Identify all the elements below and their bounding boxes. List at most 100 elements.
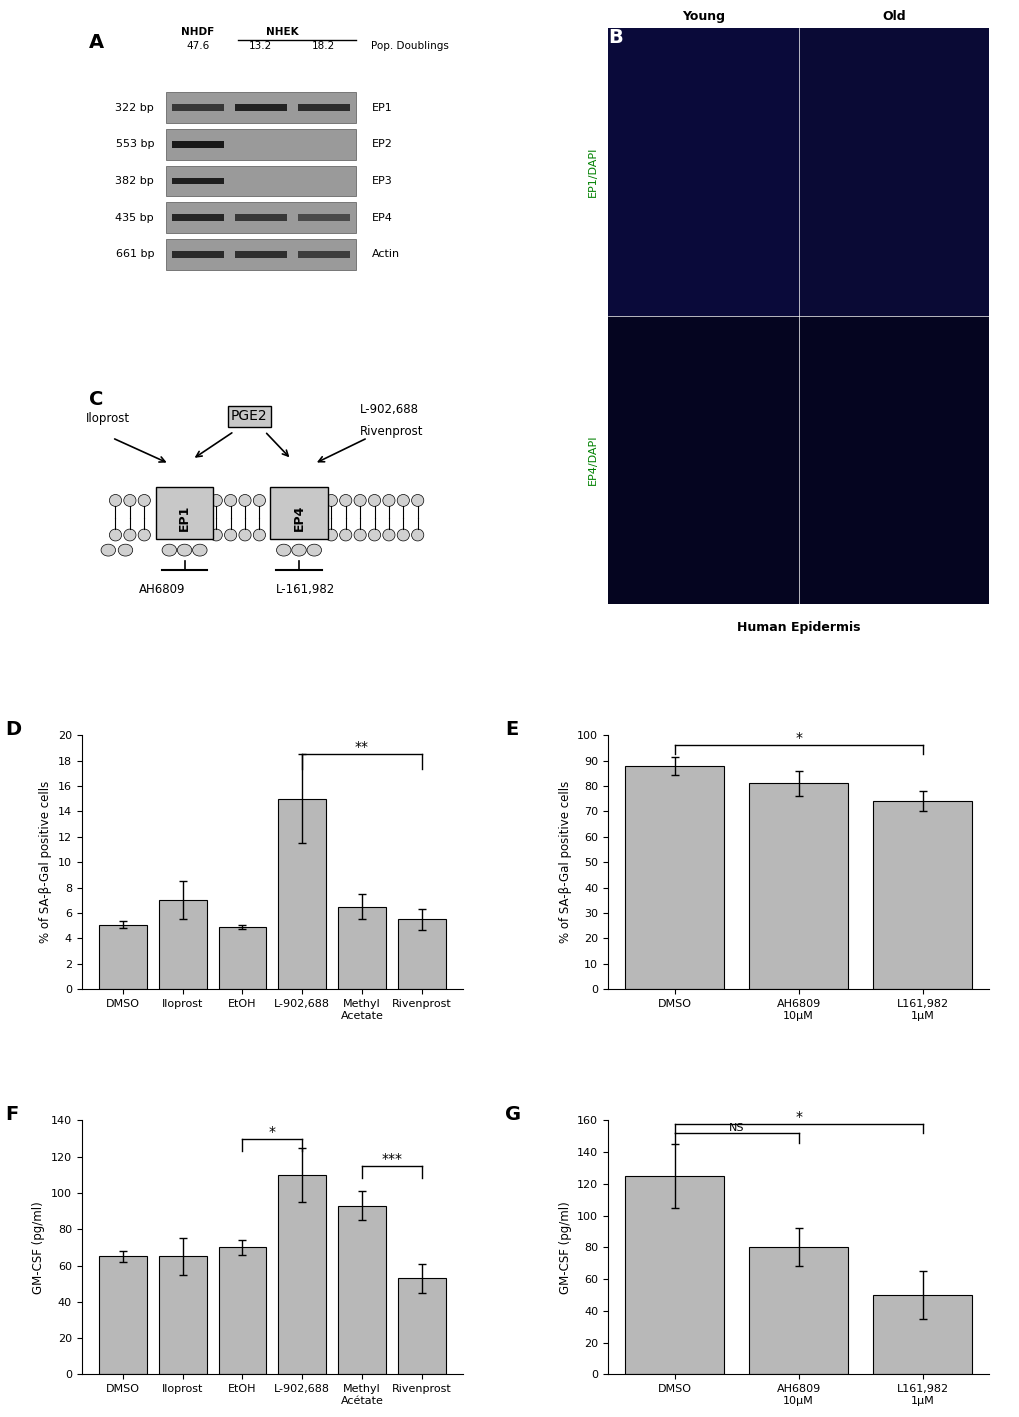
Bar	[165, 203, 356, 232]
Text: Rivenprost: Rivenprost	[360, 425, 423, 438]
Text: 322 bp: 322 bp	[115, 103, 154, 113]
Bar	[172, 214, 223, 221]
Ellipse shape	[325, 529, 337, 541]
Text: EP1: EP1	[371, 103, 392, 113]
Bar	[798, 28, 988, 316]
Text: NHDF: NHDF	[181, 27, 214, 37]
Bar	[172, 105, 223, 111]
Ellipse shape	[123, 529, 136, 541]
Bar	[235, 105, 286, 111]
Ellipse shape	[307, 544, 321, 555]
Ellipse shape	[253, 495, 265, 506]
Text: 661 bp: 661 bp	[115, 249, 154, 259]
Text: *: *	[269, 1125, 275, 1138]
Text: 382 bp: 382 bp	[115, 176, 154, 186]
Bar	[165, 129, 356, 160]
Text: Young: Young	[681, 10, 725, 23]
Bar	[99, 924, 147, 989]
Ellipse shape	[325, 495, 337, 506]
Bar	[172, 251, 223, 258]
Text: *: *	[795, 1110, 801, 1124]
Bar	[798, 316, 988, 604]
Ellipse shape	[238, 529, 251, 541]
Ellipse shape	[382, 495, 394, 506]
Text: A: A	[89, 33, 104, 52]
Text: *: *	[795, 731, 801, 745]
Ellipse shape	[138, 529, 150, 541]
Text: **: **	[355, 740, 369, 754]
Y-axis label: GM-CSF (pg/ml): GM-CSF (pg/ml)	[33, 1202, 45, 1294]
Text: EP3: EP3	[371, 176, 392, 186]
Bar	[165, 166, 356, 197]
Ellipse shape	[354, 529, 366, 541]
Bar	[607, 28, 798, 316]
Bar	[872, 801, 971, 989]
Text: Human Epidermis: Human Epidermis	[736, 622, 860, 635]
Text: L-161,982: L-161,982	[276, 582, 335, 595]
Bar	[298, 214, 350, 221]
Text: Pop. Doublings: Pop. Doublings	[371, 41, 449, 51]
Bar	[165, 239, 356, 269]
Ellipse shape	[210, 529, 222, 541]
Bar	[337, 1206, 385, 1374]
Ellipse shape	[177, 544, 192, 555]
Bar	[625, 1176, 723, 1374]
Text: EP4/DAPI: EP4/DAPI	[587, 435, 597, 486]
Text: NS: NS	[729, 1124, 744, 1134]
Bar	[235, 214, 286, 221]
Bar	[298, 105, 350, 111]
Text: E: E	[504, 720, 518, 738]
Ellipse shape	[354, 495, 366, 506]
Ellipse shape	[339, 495, 352, 506]
Y-axis label: % of SA-β-Gal positive cells: % of SA-β-Gal positive cells	[558, 781, 571, 944]
Text: EP2: EP2	[371, 139, 392, 149]
Ellipse shape	[101, 544, 115, 555]
Ellipse shape	[224, 495, 236, 506]
Bar	[235, 251, 286, 258]
Bar	[278, 799, 326, 989]
Bar	[218, 927, 266, 989]
Text: 435 bp: 435 bp	[115, 213, 154, 222]
Ellipse shape	[412, 495, 423, 506]
Text: 47.6: 47.6	[186, 41, 209, 51]
Text: Iloprost: Iloprost	[86, 412, 129, 425]
Ellipse shape	[238, 495, 251, 506]
Ellipse shape	[291, 544, 306, 555]
Ellipse shape	[368, 495, 380, 506]
Ellipse shape	[276, 544, 290, 555]
Bar	[872, 1295, 971, 1374]
Bar	[748, 1247, 848, 1374]
Text: 13.2: 13.2	[249, 41, 272, 51]
Y-axis label: GM-CSF (pg/ml): GM-CSF (pg/ml)	[558, 1202, 571, 1294]
Ellipse shape	[224, 529, 236, 541]
Bar	[337, 907, 385, 989]
Text: F: F	[5, 1105, 18, 1124]
Text: NHEK: NHEK	[265, 27, 298, 37]
Text: B: B	[607, 28, 623, 47]
Text: ***: ***	[381, 1152, 401, 1166]
Bar	[625, 765, 723, 989]
Ellipse shape	[253, 529, 265, 541]
Bar	[298, 251, 350, 258]
Text: EP1: EP1	[178, 504, 191, 531]
Bar	[218, 1247, 266, 1374]
Text: AH6809: AH6809	[139, 582, 185, 595]
Ellipse shape	[382, 529, 394, 541]
Text: L-902,688: L-902,688	[360, 404, 419, 417]
Ellipse shape	[118, 544, 132, 555]
Ellipse shape	[396, 495, 409, 506]
Text: PGE2: PGE2	[231, 410, 267, 424]
Ellipse shape	[193, 544, 207, 555]
Bar	[159, 1257, 207, 1374]
Bar	[278, 1175, 326, 1374]
Ellipse shape	[138, 495, 150, 506]
FancyBboxPatch shape	[156, 487, 213, 540]
Ellipse shape	[396, 529, 409, 541]
Ellipse shape	[339, 529, 352, 541]
Text: Old: Old	[881, 10, 905, 23]
Text: EP1/DAPI: EP1/DAPI	[587, 147, 597, 197]
Ellipse shape	[123, 495, 136, 506]
Ellipse shape	[210, 495, 222, 506]
Bar	[172, 142, 223, 147]
Text: 553 bp: 553 bp	[115, 139, 154, 149]
